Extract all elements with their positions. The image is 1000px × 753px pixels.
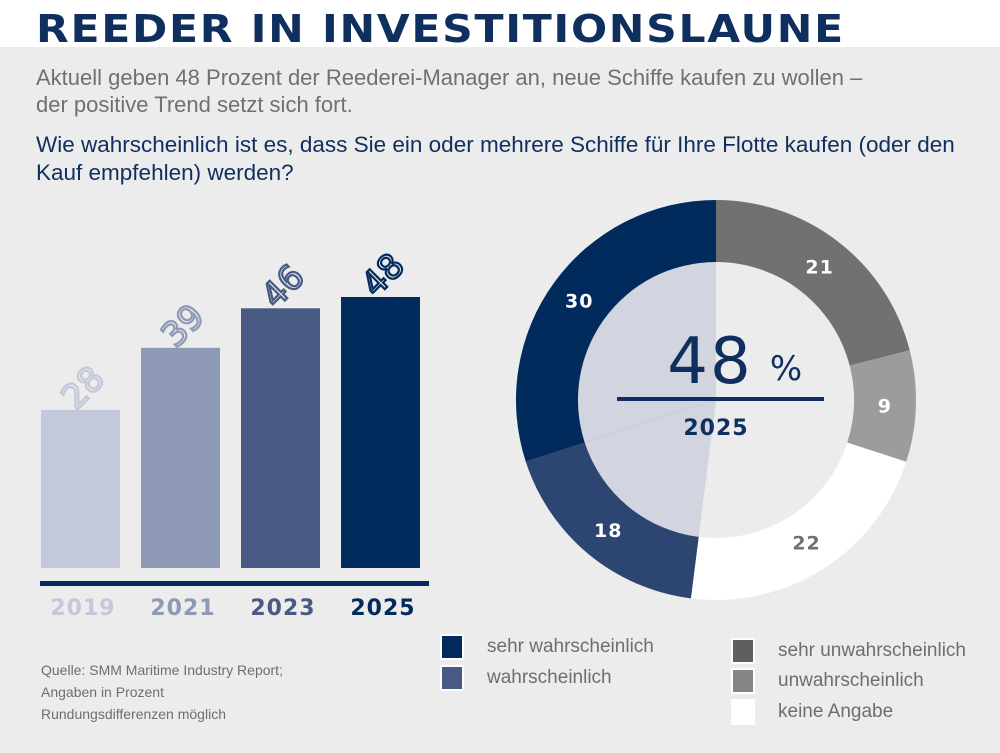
bar-2025 xyxy=(341,297,420,568)
donut-slice-label: 9 xyxy=(878,395,892,417)
legend-swatch xyxy=(442,667,462,689)
bar-value-label: 46 xyxy=(254,257,313,316)
bar-chart: 28 2019 39 2021 46 2023 48 2025 xyxy=(40,245,429,621)
legend-item-wahrscheinlich: wahrscheinlich xyxy=(442,667,612,689)
bar-value-label: 28 xyxy=(54,359,113,418)
donut-center-unit: % xyxy=(770,349,802,389)
bar-value-label: 48 xyxy=(354,246,413,305)
bar-value-label: 39 xyxy=(154,297,213,356)
legend-swatch xyxy=(733,701,753,723)
legend-label: unwahrscheinlich xyxy=(778,670,924,691)
legend-label: sehr wahrscheinlich xyxy=(487,636,654,657)
source-line: Rundungsdifferenzen möglich xyxy=(41,706,226,722)
donut-chart: 21 9 22 18 30 48 % 2025 xyxy=(516,200,916,600)
x-tick-label: 2023 xyxy=(250,596,315,621)
donut-slice-label: 22 xyxy=(792,533,820,555)
page-title: REEDER IN INVESTITIONSLAUNE xyxy=(36,7,845,51)
legend-item-unwahrscheinlich: unwahrscheinlich xyxy=(733,670,924,692)
x-axis-line xyxy=(40,581,429,586)
donut-inner-divider xyxy=(584,399,717,444)
donut-center-value: 48 xyxy=(667,325,752,399)
donut-slice-sehr-wahrscheinlich xyxy=(516,200,716,462)
donut-slice-unwahrscheinlich xyxy=(847,350,916,462)
source-note: Quelle: SMM Maritime Industry Report; An… xyxy=(41,659,283,725)
legend-item-sehr-wahrscheinlich: sehr wahrscheinlich xyxy=(442,636,654,658)
donut-slice-keine-Angabe xyxy=(690,442,907,600)
bar-2021 xyxy=(141,347,220,568)
lead-text: Aktuell geben 48 Prozent der Reederei-Ma… xyxy=(36,65,863,117)
title-band xyxy=(0,0,1000,47)
legend-label: sehr unwahrscheinlich xyxy=(778,640,966,661)
donut-center-label: 2025 xyxy=(683,416,748,441)
legend-item-sehr-unwahrscheinlich: sehr unwahrscheinlich xyxy=(733,640,966,662)
x-tick-label: 2021 xyxy=(150,596,215,621)
bar-2019 xyxy=(41,409,120,568)
bar-2023 xyxy=(241,308,320,568)
donut-slice-wahrscheinlich xyxy=(525,442,699,599)
legend-swatch xyxy=(733,640,753,662)
donut-slice-label: 21 xyxy=(805,256,833,278)
legend-label: wahrscheinlich xyxy=(487,667,612,688)
source-line: Angaben in Prozent xyxy=(41,684,164,700)
legend-label: keine Angabe xyxy=(778,701,894,722)
donut-slice-sehr-unwahrscheinlich xyxy=(716,200,910,366)
donut-slice-label: 30 xyxy=(565,291,593,313)
legend-item-keine-angabe: keine Angabe xyxy=(733,701,893,723)
source-line: Quelle: SMM Maritime Industry Report; xyxy=(41,662,283,678)
legend-swatch xyxy=(442,636,462,658)
survey-question: Wie wahrscheinlich ist es, dass Sie ein … xyxy=(36,132,955,185)
x-tick-label: 2019 xyxy=(50,596,115,621)
legend-swatch xyxy=(733,670,753,692)
donut-center-rule xyxy=(617,397,824,401)
x-tick-label: 2025 xyxy=(350,596,415,621)
donut-slice-label: 18 xyxy=(594,520,622,542)
